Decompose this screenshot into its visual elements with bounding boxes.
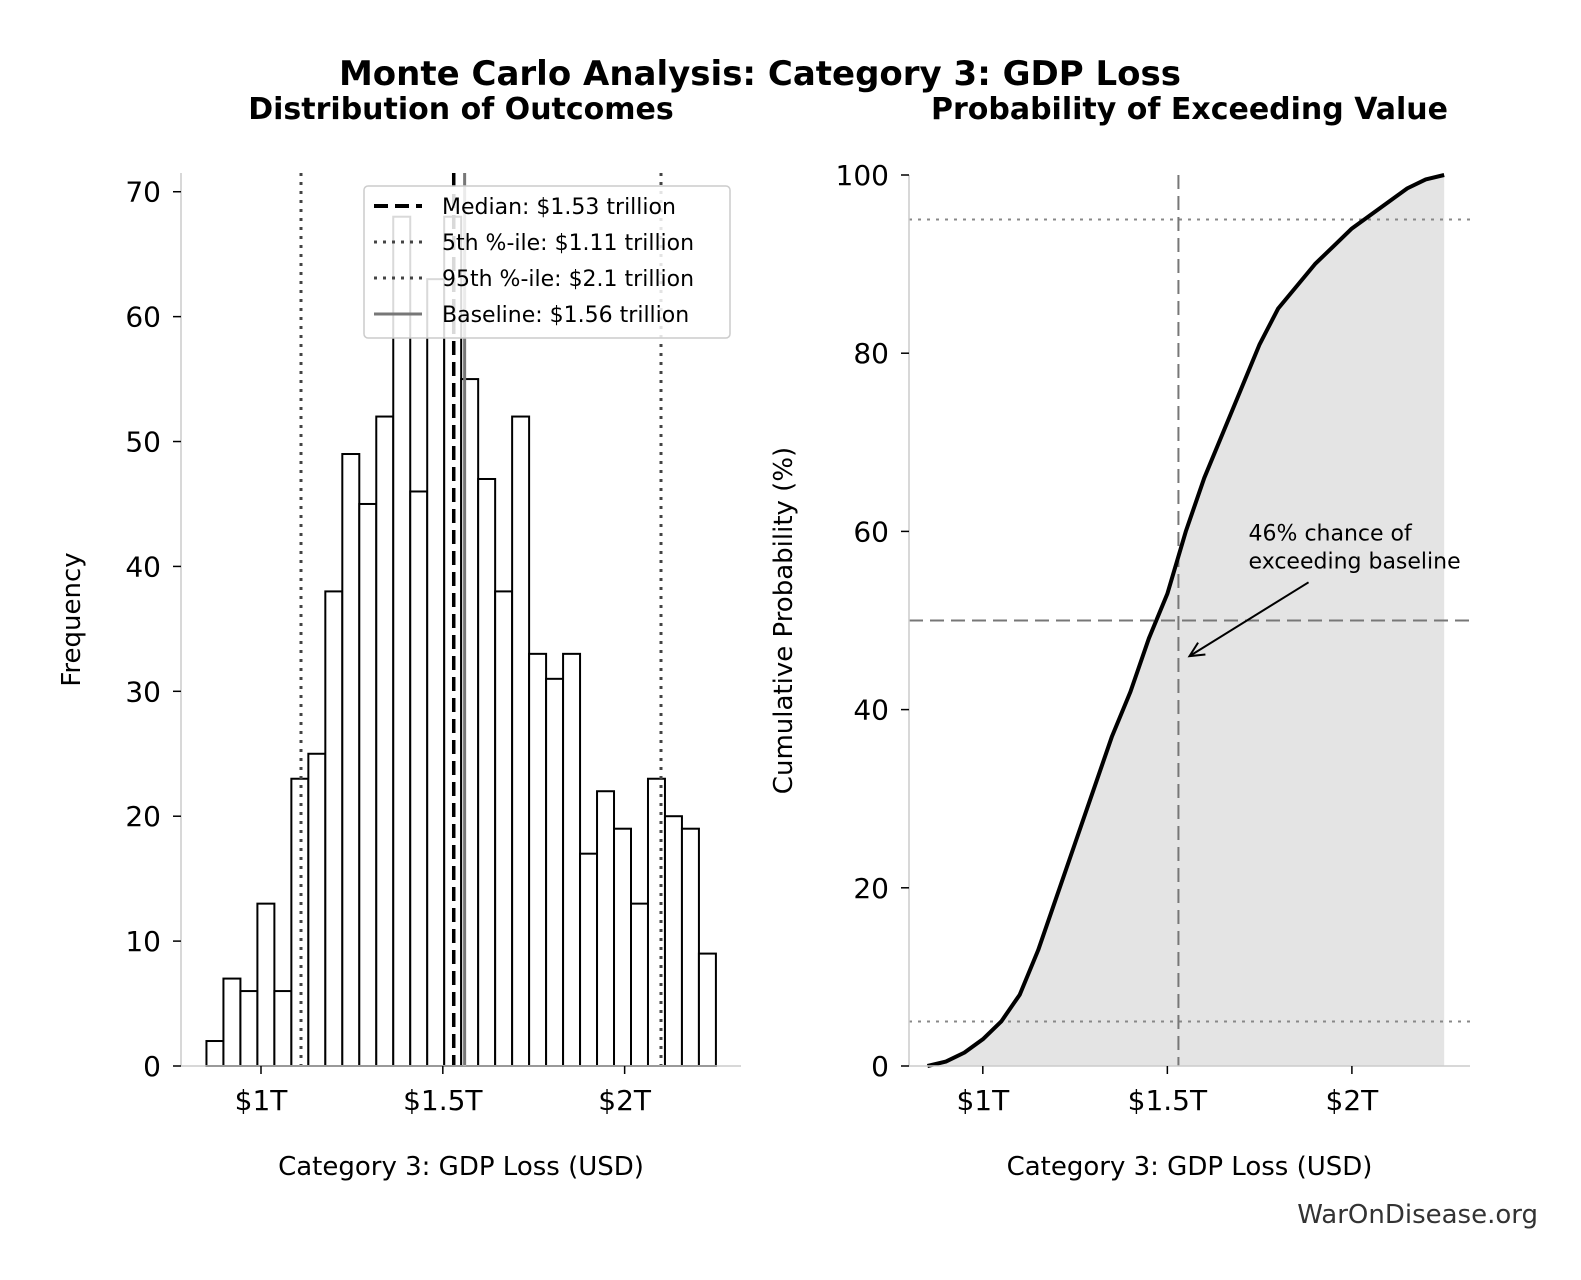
y-tick-label: 50 [125, 426, 161, 459]
histogram-bar [222, 977, 242, 1067]
histogram-bar [426, 278, 446, 1067]
y-tick-label: 70 [125, 176, 161, 209]
histogram-bar [341, 453, 361, 1067]
y-tick-label: 60 [125, 301, 161, 334]
legend-box [363, 185, 731, 339]
chart-title: Distribution of Outcomes [248, 92, 674, 127]
x-tick-label: $1T [235, 1084, 289, 1117]
histogram-bar [477, 477, 497, 1068]
legend: Median: $1.53 trillion 5th %-ile: $1.11 t… [363, 185, 731, 339]
x-tick-label: $2T [1326, 1084, 1380, 1117]
y-tick-label: 80 [853, 337, 889, 370]
y-tick-label: 100 [836, 159, 889, 192]
legend-label: 95th %-ile: $2.1 trillion [442, 267, 694, 292]
histogram-bar [392, 215, 412, 1068]
histogram-bar [511, 415, 531, 1067]
credit-text: WarOnDisease.org [1297, 1200, 1538, 1230]
histogram-bar [324, 590, 344, 1068]
histogram-bar [409, 490, 429, 1067]
x-tick-label: $1.5T [403, 1084, 483, 1117]
y-axis-label: Frequency [57, 552, 87, 686]
legend-label: Baseline: $1.56 trillion [442, 303, 689, 328]
y-tick-label: 40 [853, 694, 889, 727]
histogram-bar [562, 652, 582, 1067]
histogram-bar [256, 902, 276, 1067]
histogram-bar [596, 790, 616, 1067]
y-tick-label: 20 [125, 800, 161, 833]
legend-label: 5th %-ile: $1.11 trillion [442, 231, 694, 256]
cumulative-curve [926, 173, 1445, 1068]
histogram-bar [205, 1040, 225, 1068]
histogram-chart: Distribution of Outcomes 0 10 20 30 40 50 60 70 $… [57, 92, 741, 1182]
y-tick-label: 60 [853, 515, 889, 548]
histogram-bar [663, 815, 683, 1067]
histogram-bar [613, 827, 633, 1067]
y-tick-label: 0 [871, 1050, 889, 1083]
x-axis-label: Category 3: GDP Loss (USD) [278, 1152, 644, 1182]
annotation-arrow-head [1187, 642, 1206, 658]
histogram-bar [545, 677, 565, 1068]
histogram-bar [630, 902, 649, 1067]
histogram-bar [273, 990, 293, 1067]
histogram-bar [375, 415, 395, 1067]
histogram-bar [307, 752, 327, 1068]
histogram-bar [697, 952, 717, 1068]
x-axis-label: Category 3: GDP Loss (USD) [1007, 1152, 1373, 1182]
annotation-text: exceeding baseline [1249, 549, 1461, 574]
exceedance-chart: Probability of Exceeding Value 0 20 40 60 80 1… [769, 92, 1470, 1182]
histogram-bar [579, 852, 599, 1068]
figure-title: Monte Carlo Analysis: Category 3: GDP Lo… [339, 54, 1181, 94]
y-tick-label: 20 [853, 872, 889, 905]
annotation-arrow-line [1188, 581, 1310, 657]
histogram-bar [680, 827, 700, 1067]
y-tick-label: 40 [125, 550, 161, 583]
y-axis-label: Cumulative Probability (%) [769, 447, 799, 794]
y-tick-label: 0 [143, 1050, 161, 1083]
histogram-bar [528, 652, 548, 1067]
y-tick-label: 30 [125, 675, 161, 708]
legend-label: Median: $1.53 trillion [442, 195, 676, 220]
x-tick-label: $1.5T [1128, 1084, 1208, 1117]
x-tick-label: $1T [956, 1084, 1010, 1117]
annotation-text: 46% chance of [1249, 521, 1413, 546]
histogram-bar [239, 990, 259, 1067]
histogram-bar [494, 590, 514, 1068]
chart-title: Probability of Exceeding Value [931, 92, 1448, 127]
y-tick-label: 10 [125, 925, 161, 958]
histogram-bar [358, 502, 378, 1067]
x-tick-label: $2T [598, 1084, 652, 1117]
